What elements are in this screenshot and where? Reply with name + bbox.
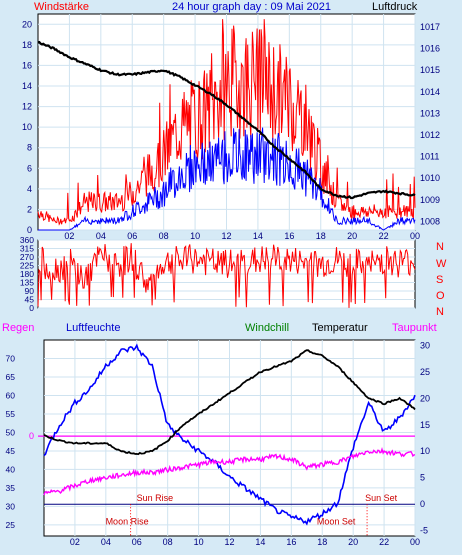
y2-tick-label: 1011	[420, 152, 439, 162]
series-temperature	[43, 349, 416, 456]
label-regen: Regen	[2, 322, 34, 334]
x-tick-label: 16	[284, 231, 294, 241]
moon-rise-label: Moon Rise	[106, 516, 149, 526]
y-tick-label: 315	[20, 244, 34, 254]
y2-tick-label: 1009	[420, 195, 440, 205]
y-tick-label: 55	[6, 409, 16, 419]
x-tick-label: 14	[253, 231, 263, 241]
x-tick-label: 08	[163, 537, 173, 547]
x-tick-label: 04	[96, 231, 106, 241]
series-wind-avg	[38, 127, 416, 231]
y-tick-label: 40	[6, 464, 16, 474]
y-tick-label: 12	[22, 102, 32, 112]
y-tick-label: 135	[20, 278, 34, 288]
series-dewpoint	[43, 446, 416, 496]
y2-tick-label: 5	[420, 473, 425, 483]
x-tick-label: 04	[101, 537, 111, 547]
x-tick-label: 10	[190, 231, 200, 241]
y-tick-label: 65	[6, 372, 16, 382]
direction-letter-s: S	[436, 274, 443, 286]
direction-letter-n-top: N	[436, 241, 444, 253]
y2-tick-label: 10	[420, 446, 430, 456]
x-tick-label: 02	[70, 537, 80, 547]
y-tick-label: 2	[27, 204, 32, 214]
label-windchill: Windchill	[245, 322, 289, 334]
y-tick-label: 4	[27, 184, 32, 194]
y2-tick-label: 15	[420, 420, 430, 430]
y2-tick-label: 1015	[420, 65, 440, 75]
header-luftdruck: Luftdruck	[372, 1, 418, 13]
direction-letter-w: W	[436, 258, 447, 270]
y-tick-label: 14	[22, 81, 32, 91]
series-pressure	[37, 40, 416, 200]
y2-tick-label: 20	[420, 393, 430, 403]
label-temperatur: Temperatur	[312, 322, 368, 334]
y-tick-label: 30	[6, 501, 16, 511]
label-luftfeuchte: Luftfeuchte	[66, 322, 120, 334]
x-tick-label: 08	[159, 231, 169, 241]
x-tick-label: 20	[347, 231, 357, 241]
label-taupunkt: Taupunkt	[392, 322, 437, 334]
x-tick-label: 00	[410, 231, 420, 241]
direction-letter-n-bottom: N	[436, 306, 444, 318]
x-tick-label: 22	[379, 537, 389, 547]
y-tick-label: 60	[6, 390, 16, 400]
y2-tick-label: 25	[420, 367, 430, 377]
y-tick-label: 20	[22, 19, 32, 29]
y-tick-label: 0	[27, 225, 32, 235]
y2-tick-label: -5	[420, 526, 428, 536]
moon-set-label: Moon Set	[317, 516, 356, 526]
y-tick-label: 50	[6, 427, 16, 437]
x-tick-label: 02	[64, 231, 74, 241]
y-tick-label: 45	[25, 295, 35, 305]
x-tick-label: 12	[221, 231, 231, 241]
y2-tick-label: 1016	[420, 44, 440, 54]
x-tick-label: 18	[316, 231, 326, 241]
y2-tick-label: 1014	[420, 87, 440, 97]
y-tick-label: 360	[20, 235, 34, 245]
series-humidity	[43, 343, 416, 526]
x-tick-label: 06	[127, 231, 137, 241]
x-tick-label: 22	[379, 231, 389, 241]
x-tick-label: 00	[410, 537, 420, 547]
y-tick-label: 45	[6, 446, 16, 456]
header-windstaerke: Windstärke	[34, 1, 89, 13]
y-tick-label: 10	[22, 122, 32, 132]
direction-letter-o: O	[436, 290, 445, 302]
y-tick-label: 16	[22, 60, 32, 70]
x-tick-label: 16	[286, 537, 296, 547]
y2-tick-label: 1012	[420, 130, 440, 140]
y-tick-label: 8	[27, 143, 32, 153]
series-wind-direction	[37, 243, 416, 308]
header-title: 24 hour graph day : 09 Mai 2021	[172, 1, 331, 13]
x-tick-label: 12	[224, 537, 234, 547]
x-tick-label: 14	[255, 537, 265, 547]
y2-tick-label: 1008	[420, 216, 440, 226]
y-tick-label: 180	[20, 269, 34, 279]
y-tick-label: 225	[20, 261, 34, 271]
rain-value: 0	[29, 431, 34, 441]
y2-tick-label: 1017	[420, 22, 440, 32]
y2-tick-label: 1013	[420, 108, 440, 118]
y-tick-label: 90	[25, 286, 35, 296]
y-tick-label: 0	[29, 303, 34, 313]
y-tick-label: 6	[27, 163, 32, 173]
y-tick-label: 270	[20, 252, 34, 262]
x-tick-label: 18	[317, 537, 327, 547]
sun-set-label: Sun Set	[365, 493, 398, 503]
y-tick-label: 70	[6, 353, 16, 363]
y2-tick-label: 0	[420, 499, 425, 509]
x-tick-label: 20	[348, 537, 358, 547]
x-tick-label: 10	[194, 537, 204, 547]
y-tick-label: 35	[6, 483, 16, 493]
y-tick-label: 18	[22, 40, 32, 50]
sun-rise-label: Sun Rise	[137, 493, 174, 503]
x-tick-label: 06	[132, 537, 142, 547]
y-tick-label: 25	[6, 520, 16, 530]
y2-tick-label: 1010	[420, 173, 440, 183]
y2-tick-label: 30	[420, 340, 430, 350]
